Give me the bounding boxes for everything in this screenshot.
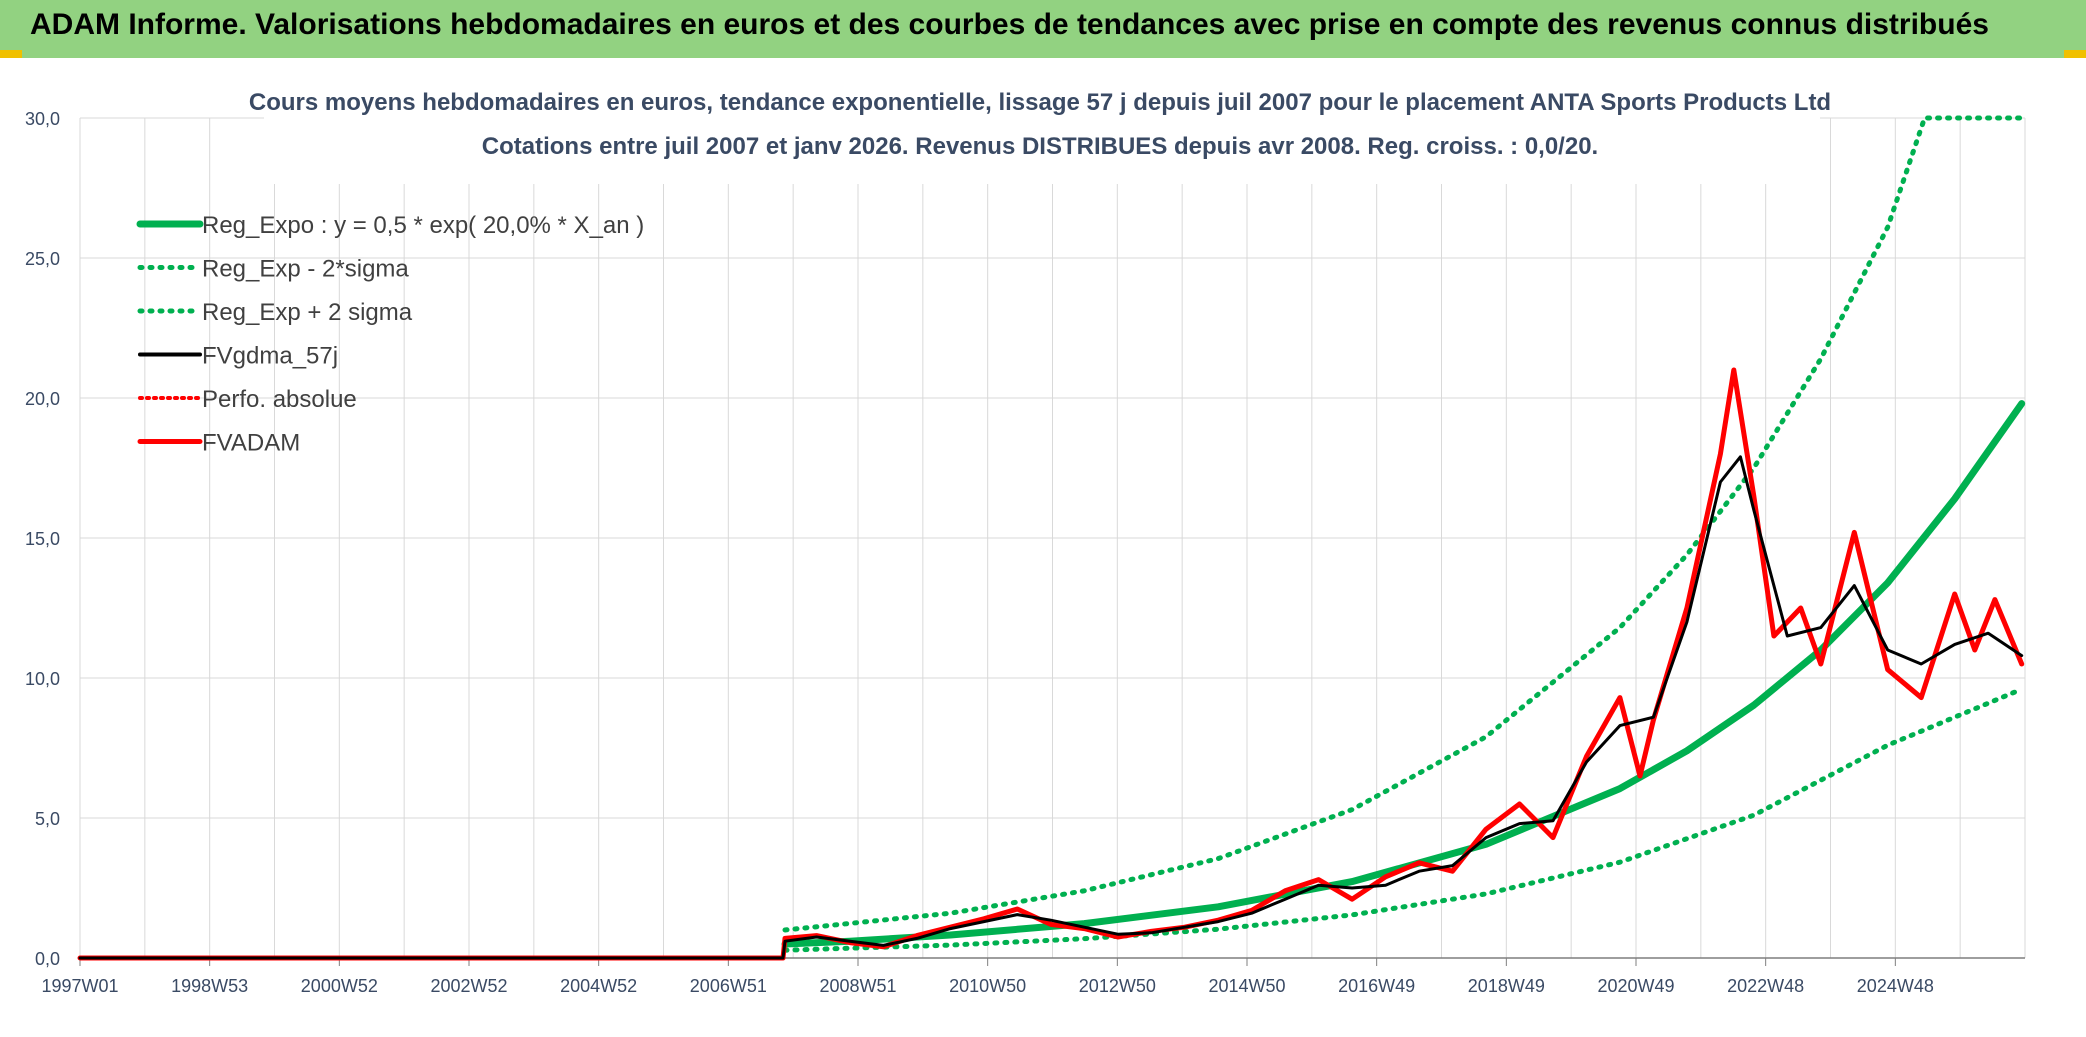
series-line-1 <box>782 686 2025 953</box>
y-tick-label: 10,0 <box>25 669 60 689</box>
x-tick-label: 2002W52 <box>430 976 507 996</box>
legend-label: FVgdma_57j <box>202 343 338 370</box>
x-tick-label: 2014W50 <box>1208 976 1285 996</box>
series-line-3 <box>78 455 2024 960</box>
x-tick-label: 2008W51 <box>819 976 896 996</box>
legend-label: Reg_Exp - 2*sigma <box>202 256 409 283</box>
grid-layer <box>79 117 2026 959</box>
series-line-5 <box>77 367 2025 961</box>
series-layer <box>77 115 2026 961</box>
y-tick-label: 0,0 <box>35 949 60 969</box>
report-banner: ADAM Informe. Valorisations hebdomadaire… <box>0 0 2086 58</box>
legend-label: Reg_Expo : y = 0,5 * exp( 20,0% * X_an ) <box>202 212 644 239</box>
x-tick-label: 2004W52 <box>560 976 637 996</box>
x-tick-label: 2016W49 <box>1338 976 1415 996</box>
legend-label: Perfo. absolue <box>202 386 357 413</box>
y-tick-label: 5,0 <box>35 809 60 829</box>
x-tick-label: 2006W51 <box>690 976 767 996</box>
legend-label: Reg_Exp + 2 sigma <box>202 299 413 326</box>
x-tick-label: 2000W52 <box>301 976 378 996</box>
x-tick-label: 2022W48 <box>1727 976 1804 996</box>
x-tick-label: 2012W50 <box>1079 976 1156 996</box>
x-tick-label: 1998W53 <box>171 976 248 996</box>
corner-accent-right <box>2064 50 2086 58</box>
y-tick-label: 25,0 <box>25 249 60 269</box>
chart-area: 0,0 5,0 10,0 15,0 20,0 25,0 30,0 1997W01 1998W53… <box>25 89 2026 996</box>
legend: Reg_Expo : y = 0,5 * exp( 20,0% * X_an )… <box>136 212 644 457</box>
series-line-4 <box>78 368 2024 960</box>
x-tick-label: 2020W49 <box>1597 976 1674 996</box>
y-tick-label: 30,0 <box>25 109 60 129</box>
axis-layer: 0,0 5,0 10,0 15,0 20,0 25,0 30,0 1997W01 1998W53… <box>25 109 2025 996</box>
y-tick-label: 20,0 <box>25 389 60 409</box>
report-title: ADAM Informe. Valorisations hebdomadaire… <box>30 8 1989 41</box>
x-tick-label: 2010W50 <box>949 976 1026 996</box>
chart-subtitle: Cotations entre juil 2007 et janv 2026. … <box>482 133 1598 160</box>
x-tick-label: 2024W48 <box>1857 976 1934 996</box>
corner-accent-left <box>0 50 22 58</box>
series-line-0 <box>781 400 2026 948</box>
series-line-2 <box>782 115 2025 933</box>
y-tick-label: 15,0 <box>25 529 60 549</box>
x-tick-label: 2018W49 <box>1468 976 1545 996</box>
legend-label: FVADAM <box>202 430 300 457</box>
chart-title: Cours moyens hebdomadaires en euros, ten… <box>249 89 1831 116</box>
title-backdrop <box>264 102 1820 184</box>
x-tick-label: 1997W01 <box>41 976 118 996</box>
